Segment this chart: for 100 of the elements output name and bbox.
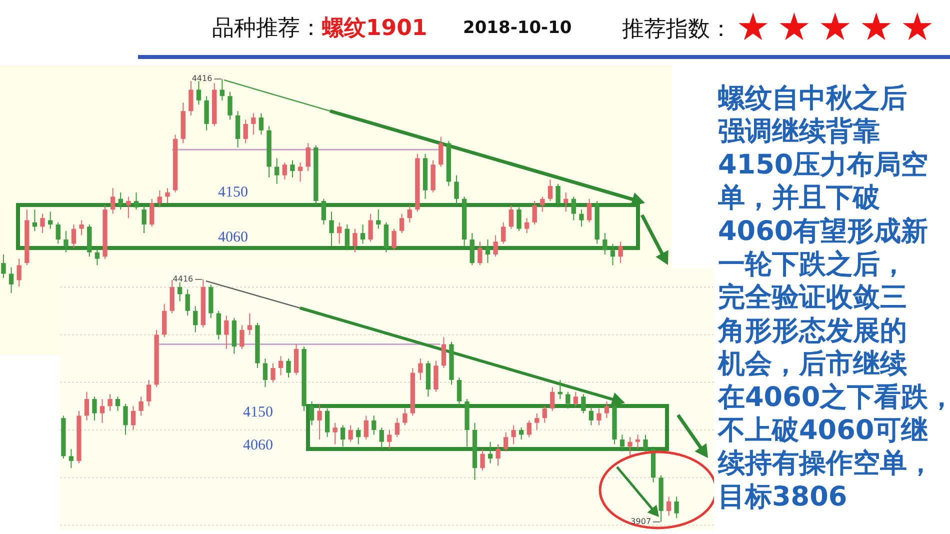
annotation: 4060 [243,437,273,454]
candlestick [470,232,474,266]
candlestick [332,422,338,445]
candlestick [321,198,326,226]
candlestick [496,444,500,466]
candlestick [364,415,368,440]
candlestick [185,288,190,316]
candlestick [392,228,396,251]
candlestick [394,418,400,438]
candlestick [602,232,608,255]
candlestick [542,406,547,424]
candlestick [418,358,423,380]
annotation: 4416 [172,274,194,284]
text: 螺纹自中秋之后强调继续背靠4150压力布局空单，并且下破4060有望形成新一轮下跌之后，完全验证收敛三角形形态发展的机会，后市继续在4060之下看跌，不上破4060可继续持有操作空单，目标3806 [718,83,950,512]
candlestick [286,358,291,378]
candlestick [79,220,84,236]
text: 品种推荐：螺纹1901 [212,16,428,41]
candlestick [193,306,198,333]
candlestick [643,434,648,454]
candlestick [516,206,522,232]
candlestick [178,282,182,302]
annotation: 4150 [218,184,248,200]
candlestick [556,183,560,208]
candlestick [115,396,120,412]
annotation: 3907 [630,517,652,526]
candlestick [243,119,248,144]
candlestick [235,110,240,148]
candlestick [68,448,74,469]
candlestick [340,424,346,448]
candlestick [336,222,342,244]
candlestick [262,358,268,388]
candlestick [126,196,131,219]
text: 2018-10-10 [463,18,572,38]
candlestick [441,336,446,369]
candlestick [92,396,97,421]
candlestick [100,398,105,424]
candlestick [387,429,392,450]
candlestick [247,312,252,336]
candlestick [290,160,295,178]
candlestick [306,142,310,172]
candlestick [454,174,459,206]
candlestick [511,424,516,445]
annotation: 4416 [192,74,212,84]
annotation: 4150 [243,404,273,420]
candlestick [84,391,90,421]
candlestick [368,213,373,242]
candlestick [165,188,170,204]
candlestick [534,412,540,430]
candlestick [64,230,68,253]
candlestick [240,324,244,350]
candlestick [564,192,568,212]
candlestick [356,427,361,445]
candlestick [586,198,592,223]
candlestick [573,391,578,407]
candlestick [220,78,225,101]
candlestick [110,188,116,214]
candlestick [360,224,366,244]
candlestick [48,211,53,230]
candlestick [108,394,112,412]
candlestick [379,427,384,450]
candlestick [40,213,45,234]
candlestick [550,386,555,412]
candlestick [8,266,14,294]
candlestick [478,241,482,266]
candlestick [628,436,632,457]
candlestick [71,224,76,249]
candlestick [282,162,288,180]
candlestick [579,209,584,228]
candlestick [146,379,152,407]
candlestick [16,258,22,288]
candlestick [270,362,276,383]
text: 推荐指数：★★★★★ [622,5,942,49]
candlestick [376,209,381,230]
candlestick [228,91,232,120]
candlestick [635,434,640,450]
candlestick [134,192,139,210]
candlestick [329,211,334,246]
candlestick [480,448,485,471]
candlestick [150,198,154,228]
candlestick [216,310,221,340]
candlestick [571,196,576,221]
candlestick [596,408,602,426]
candlestick [56,222,60,244]
candlestick [402,408,408,426]
candlestick [666,496,672,516]
candlestick [532,200,537,226]
candlestick [324,408,330,438]
candlestick [620,434,625,452]
candlestick [294,344,299,376]
candlestick [188,80,194,116]
candlestick [274,158,280,184]
candlestick [519,427,524,440]
annotation: 4060 [218,229,248,246]
candlestick [501,222,506,244]
candlestick [251,112,256,136]
candlestick [142,204,146,234]
candlestick [94,248,100,266]
candlestick [503,432,508,452]
candlestick [485,239,490,264]
candlestick [196,80,202,106]
